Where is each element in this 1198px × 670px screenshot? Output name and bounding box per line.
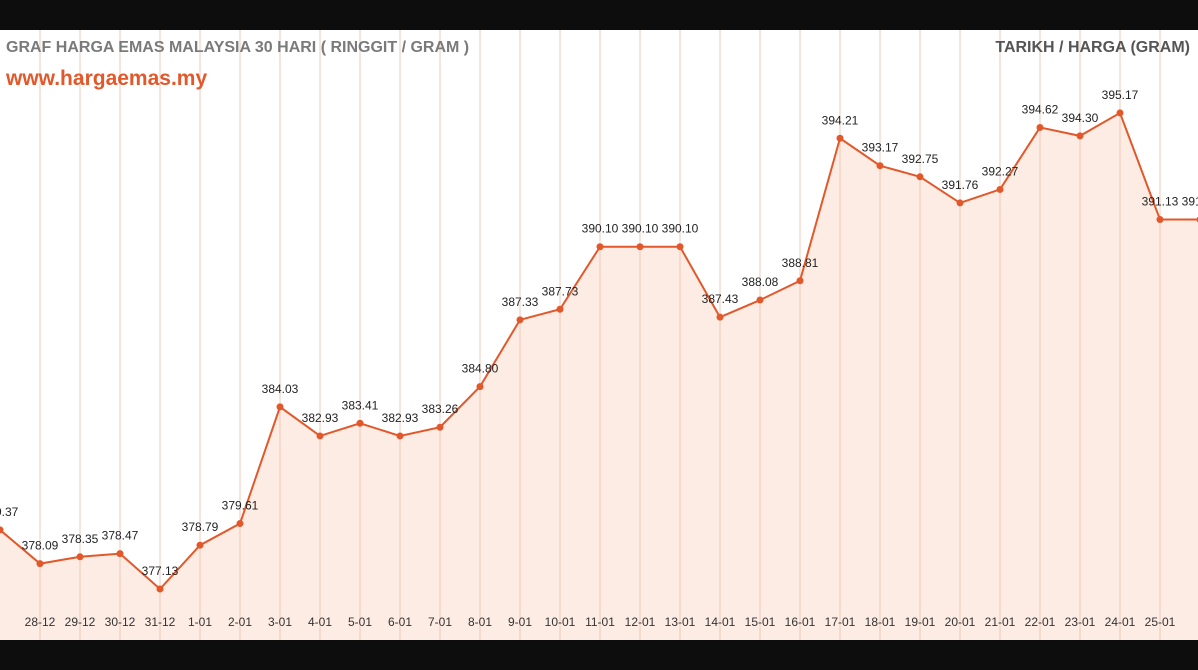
site-url-link[interactable]: www.hargaemas.my bbox=[6, 67, 208, 90]
data-point bbox=[396, 432, 404, 440]
x-tick-label: 12-01 bbox=[625, 615, 656, 629]
data-point bbox=[356, 419, 364, 427]
data-point bbox=[316, 432, 324, 440]
data-point bbox=[0, 526, 4, 534]
data-point bbox=[996, 185, 1004, 193]
x-tick-label: 17-01 bbox=[825, 615, 856, 629]
data-label: 382.93 bbox=[302, 411, 339, 425]
data-point bbox=[76, 553, 84, 561]
data-point bbox=[876, 162, 884, 170]
chart-title: GRAF HARGA EMAS MALAYSIA 30 HARI ( RINGG… bbox=[6, 39, 470, 56]
x-tick-label: 21-01 bbox=[985, 615, 1016, 629]
data-point bbox=[756, 296, 764, 304]
data-point bbox=[796, 277, 804, 285]
data-point bbox=[156, 585, 164, 593]
data-label: 394.30 bbox=[1062, 111, 1099, 125]
data-label: 388.81 bbox=[782, 256, 819, 270]
x-tick-label: 15-01 bbox=[745, 615, 776, 629]
x-tick-label: 23-01 bbox=[1065, 615, 1096, 629]
data-point bbox=[276, 403, 284, 411]
data-point bbox=[676, 243, 684, 251]
data-label: 392.75 bbox=[902, 152, 939, 166]
x-tick-label: 11-01 bbox=[585, 615, 615, 629]
data-label: 387.43 bbox=[702, 292, 739, 306]
x-tick-label: 9-01 bbox=[508, 615, 532, 629]
data-label: 390.10 bbox=[622, 222, 659, 236]
x-tick-label: 14-01 bbox=[705, 615, 736, 629]
data-point bbox=[116, 550, 124, 558]
x-tick-label: 25-01 bbox=[1145, 615, 1176, 629]
x-tick-label: 8-01 bbox=[468, 615, 492, 629]
data-point bbox=[1036, 123, 1044, 131]
x-tick-label: 2-01 bbox=[228, 615, 252, 629]
data-point bbox=[1076, 132, 1084, 140]
data-label: 382.93 bbox=[382, 411, 419, 425]
x-tick-label: 16-01 bbox=[785, 615, 816, 629]
data-point bbox=[836, 134, 844, 142]
x-tick-label: 24-01 bbox=[1105, 615, 1136, 629]
x-tick-label: 29-12 bbox=[65, 615, 96, 629]
data-label: 391.76 bbox=[942, 178, 979, 192]
data-label: 384.03 bbox=[262, 382, 299, 396]
data-point bbox=[596, 243, 604, 251]
data-point bbox=[476, 383, 484, 391]
data-point bbox=[516, 316, 524, 324]
data-label: 391.13 bbox=[1142, 195, 1179, 209]
data-label: 390.10 bbox=[662, 222, 699, 236]
data-label: 383.26 bbox=[422, 402, 459, 416]
data-point bbox=[916, 173, 924, 181]
x-tick-label: 19-01 bbox=[905, 615, 936, 629]
data-label: 379.37 bbox=[0, 505, 19, 519]
data-point bbox=[1116, 109, 1124, 117]
data-point bbox=[36, 560, 44, 568]
data-point bbox=[1156, 216, 1164, 224]
data-point bbox=[716, 313, 724, 321]
data-label: 378.09 bbox=[22, 539, 59, 553]
x-tick-label: 3-01 bbox=[268, 615, 292, 629]
x-tick-label: 28-12 bbox=[25, 615, 56, 629]
x-tick-label: 20-01 bbox=[945, 615, 976, 629]
data-label: 387.73 bbox=[542, 284, 579, 298]
chart-legend: TARIKH / HARGA (GRAM) bbox=[995, 39, 1190, 56]
data-point bbox=[556, 305, 564, 313]
x-tick-label: 18-01 bbox=[865, 615, 896, 629]
data-point bbox=[436, 423, 444, 431]
data-label: 394.21 bbox=[822, 113, 859, 127]
x-tick-label: 31-12 bbox=[145, 615, 176, 629]
data-label: 384.80 bbox=[462, 362, 499, 376]
data-label: 378.79 bbox=[182, 520, 219, 534]
data-point bbox=[636, 243, 644, 251]
data-label: 390.10 bbox=[582, 222, 619, 236]
x-tick-label: 7-01 bbox=[428, 615, 452, 629]
data-point bbox=[956, 199, 964, 207]
x-tick-label: 10-01 bbox=[545, 615, 576, 629]
x-tick-label: 4-01 bbox=[308, 615, 332, 629]
x-tick-label: 5-01 bbox=[348, 615, 372, 629]
data-label: 394.62 bbox=[1022, 102, 1059, 116]
data-label: 391.13 bbox=[1182, 195, 1198, 209]
x-tick-label: 13-01 bbox=[665, 615, 696, 629]
data-label: 383.41 bbox=[342, 398, 379, 412]
data-label: 379.61 bbox=[222, 499, 259, 513]
data-label: 378.47 bbox=[102, 529, 139, 543]
data-label: 387.33 bbox=[502, 295, 539, 309]
data-point bbox=[236, 520, 244, 528]
data-label: 377.13 bbox=[142, 564, 179, 578]
area-fill bbox=[0, 112, 1198, 640]
data-label: 378.35 bbox=[62, 532, 99, 546]
x-tick-label: 30-12 bbox=[105, 615, 136, 629]
data-label: 393.17 bbox=[862, 141, 899, 155]
data-label: 392.27 bbox=[982, 164, 1019, 178]
x-tick-label: 6-01 bbox=[388, 615, 412, 629]
x-tick-label: 1-01 bbox=[188, 615, 212, 629]
data-label: 395.17 bbox=[1102, 88, 1139, 102]
data-point bbox=[196, 541, 204, 549]
x-tick-label: 22-01 bbox=[1025, 615, 1056, 629]
data-label: 388.08 bbox=[742, 275, 779, 289]
